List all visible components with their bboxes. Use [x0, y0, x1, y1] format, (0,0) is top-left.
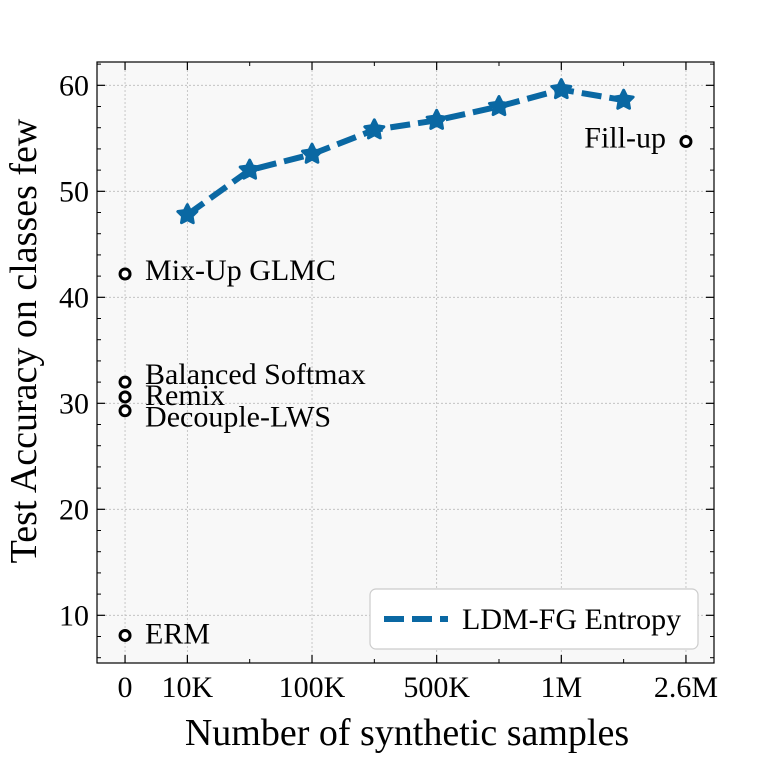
y-tick-label: 30 — [59, 387, 89, 420]
series-point — [301, 142, 324, 164]
series-point — [238, 158, 261, 180]
series-point — [363, 118, 386, 140]
x-tick-labels: 0 10K 100K 500K 1M 2.6M — [118, 671, 719, 704]
y-axis-title: Test Accuracy on classes few — [3, 118, 45, 563]
baseline-marker — [118, 404, 132, 418]
baseline-marker — [679, 134, 693, 148]
baseline-marker — [118, 375, 132, 389]
ticks — [97, 62, 714, 663]
baseline-marker — [118, 390, 132, 404]
y-tick-labels: 10 20 30 40 50 60 — [59, 69, 89, 632]
baseline-marker — [118, 628, 132, 642]
series-point — [425, 108, 448, 130]
baseline-label: ERM — [145, 617, 210, 650]
x-axis-title: Number of synthetic samples — [185, 712, 629, 754]
baseline-label: Fill-up — [584, 121, 666, 154]
y-tick-label: 10 — [59, 599, 89, 632]
y-tick-label: 20 — [59, 493, 89, 526]
series-point — [487, 95, 510, 117]
baselines: Mix-Up GLMC Balanced SoftmaxRemixDecouple… — [118, 121, 693, 650]
plot-frame — [96, 61, 715, 664]
y-tick-label: 60 — [59, 69, 89, 102]
x-tick-label: 10K — [162, 671, 214, 704]
legend-label: LDM-FG Entropy — [462, 603, 681, 636]
legend-box — [369, 588, 699, 650]
baseline-label: Balanced Softmax — [145, 358, 366, 391]
x-tick-label: 500K — [403, 671, 470, 704]
baseline-label: Mix-Up GLMC — [145, 254, 336, 287]
x-tick-label: 0 — [118, 671, 133, 704]
baseline-label: Remix — [145, 379, 225, 412]
plot-area — [97, 62, 714, 663]
legend: LDM-FG Entropy — [369, 588, 699, 650]
series-point — [550, 78, 573, 100]
series-point — [176, 203, 199, 225]
x-tick-label: 2.6M — [654, 671, 718, 704]
series — [176, 78, 635, 225]
baseline-marker — [118, 267, 132, 281]
y-tick-label: 50 — [59, 175, 89, 208]
baseline-label: Decouple-LWS — [145, 401, 331, 434]
x-tick-label: 1M — [540, 671, 582, 704]
x-tick-label: 100K — [279, 671, 346, 704]
y-tick-label: 40 — [59, 281, 89, 314]
series-point — [612, 88, 635, 110]
